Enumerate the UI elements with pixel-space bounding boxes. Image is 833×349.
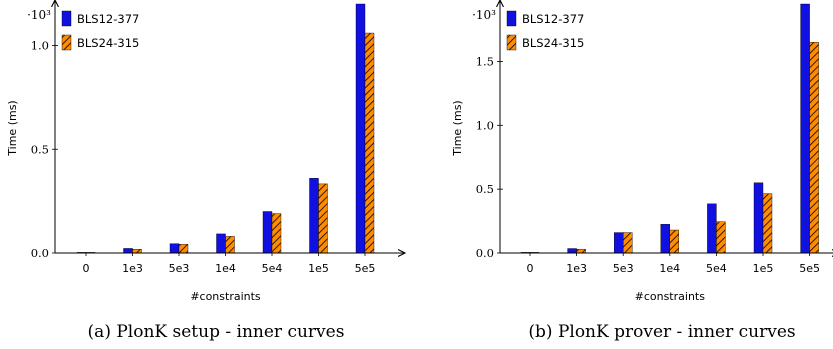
figure-caption: (b) PlonK prover - inner curves <box>528 322 795 342</box>
bar-bls12-377-5e4 <box>262 211 273 254</box>
x-tick-label: 1e5 <box>308 262 329 275</box>
x-axis-label: #constraints <box>635 290 706 303</box>
bar-bls24-315-5e5 <box>364 32 375 254</box>
x-tick-label: 1e4 <box>659 262 680 275</box>
bar-bls24-315-1e5 <box>318 183 328 254</box>
figure-caption: (a) PlonK setup - inner curves <box>88 322 345 342</box>
bar-bls12-377-5e5 <box>800 3 810 254</box>
y-tick-label: 0.5 <box>31 142 49 156</box>
x-tick-label: 1e3 <box>566 262 587 275</box>
x-tick-label: 1e4 <box>215 262 236 275</box>
bar-bls12-377-1e5 <box>753 182 764 254</box>
bar-bls24-315-1e3 <box>576 248 586 254</box>
y-tick-label: 0.0 <box>476 246 494 260</box>
bar-bls12-377-1e4 <box>660 224 670 254</box>
legend: BLS12-377 BLS24-315 <box>61 10 139 51</box>
bar-bls12-377-5e4 <box>707 203 717 254</box>
y-tick-label: 0.0 <box>31 246 49 260</box>
x-tick-label: 1e3 <box>122 262 143 275</box>
bar-bls24-315-5e4 <box>271 213 282 254</box>
y-multiplier: ·10³ <box>27 8 51 22</box>
y-multiplier: ·10³ <box>472 8 496 22</box>
chart-prover: 0 1e3 5e3 1e4 5e4 1e5 5e5 0.0 0.5 1.0 1.5 ·10³ Time … <box>451 1 833 342</box>
x-tick-label: 5e4 <box>262 262 283 275</box>
legend-label: BLS24-315 <box>522 36 584 50</box>
x-tick-label: 5e5 <box>799 262 820 275</box>
bar-bls24-315-1e4 <box>669 229 679 254</box>
bar-bls24-315-1e3 <box>132 249 142 254</box>
legend-swatch <box>61 10 72 27</box>
bar-bls12-377-1e3 <box>123 248 133 254</box>
y-tick-label: 0.5 <box>476 182 494 196</box>
bar-bls24-315-5e5 <box>809 42 819 254</box>
legend-swatch <box>506 10 517 27</box>
legend-label: BLS12-377 <box>522 12 584 26</box>
bar-bls12-377-5e5 <box>355 3 366 254</box>
x-axis-label: #constraints <box>190 290 261 303</box>
y-tick-label: 1.0 <box>476 118 494 132</box>
x-tick-label: 0 <box>527 262 534 275</box>
x-tick-label: 5e3 <box>169 262 190 275</box>
x-tick-label: 5e4 <box>706 262 727 275</box>
chart-setup: 0 1e3 5e3 1e4 5e4 1e5 5e5 0.0 0.5 1.0 ·10³ Time (ms… <box>6 1 404 342</box>
y-axis-label: Time (ms) <box>451 100 464 156</box>
bar-bls24-315-5e3 <box>178 244 189 254</box>
legend-swatch <box>506 34 517 51</box>
x-tick-label: 1e5 <box>753 262 774 275</box>
legend-label: BLS24-315 <box>77 36 139 50</box>
x-tick-label: 5e3 <box>613 262 634 275</box>
bar-bls12-377-1e5 <box>309 178 319 254</box>
bar-bls12-377-5e3 <box>169 243 180 254</box>
x-tick-label: 5e5 <box>355 262 376 275</box>
legend: BLS12-377 BLS24-315 <box>506 10 584 51</box>
bar-bls24-315-5e4 <box>716 221 726 254</box>
y-tick-label: 1.5 <box>476 54 494 68</box>
bar-bls12-377-1e4 <box>216 233 226 254</box>
legend-swatch <box>61 34 72 51</box>
bar-bls24-315-1e5 <box>762 193 773 254</box>
bar-bls24-315-5e3 <box>623 232 633 254</box>
x-tick-label: 0 <box>83 262 90 275</box>
bar-bls24-315-1e4 <box>225 236 235 254</box>
y-axis-label: Time (ms) <box>6 100 19 156</box>
legend-label: BLS12-377 <box>77 12 139 26</box>
bar-bls12-377-1e3 <box>567 248 577 254</box>
y-tick-label: 1.0 <box>31 39 49 53</box>
bar-bls12-377-5e3 <box>614 232 624 254</box>
